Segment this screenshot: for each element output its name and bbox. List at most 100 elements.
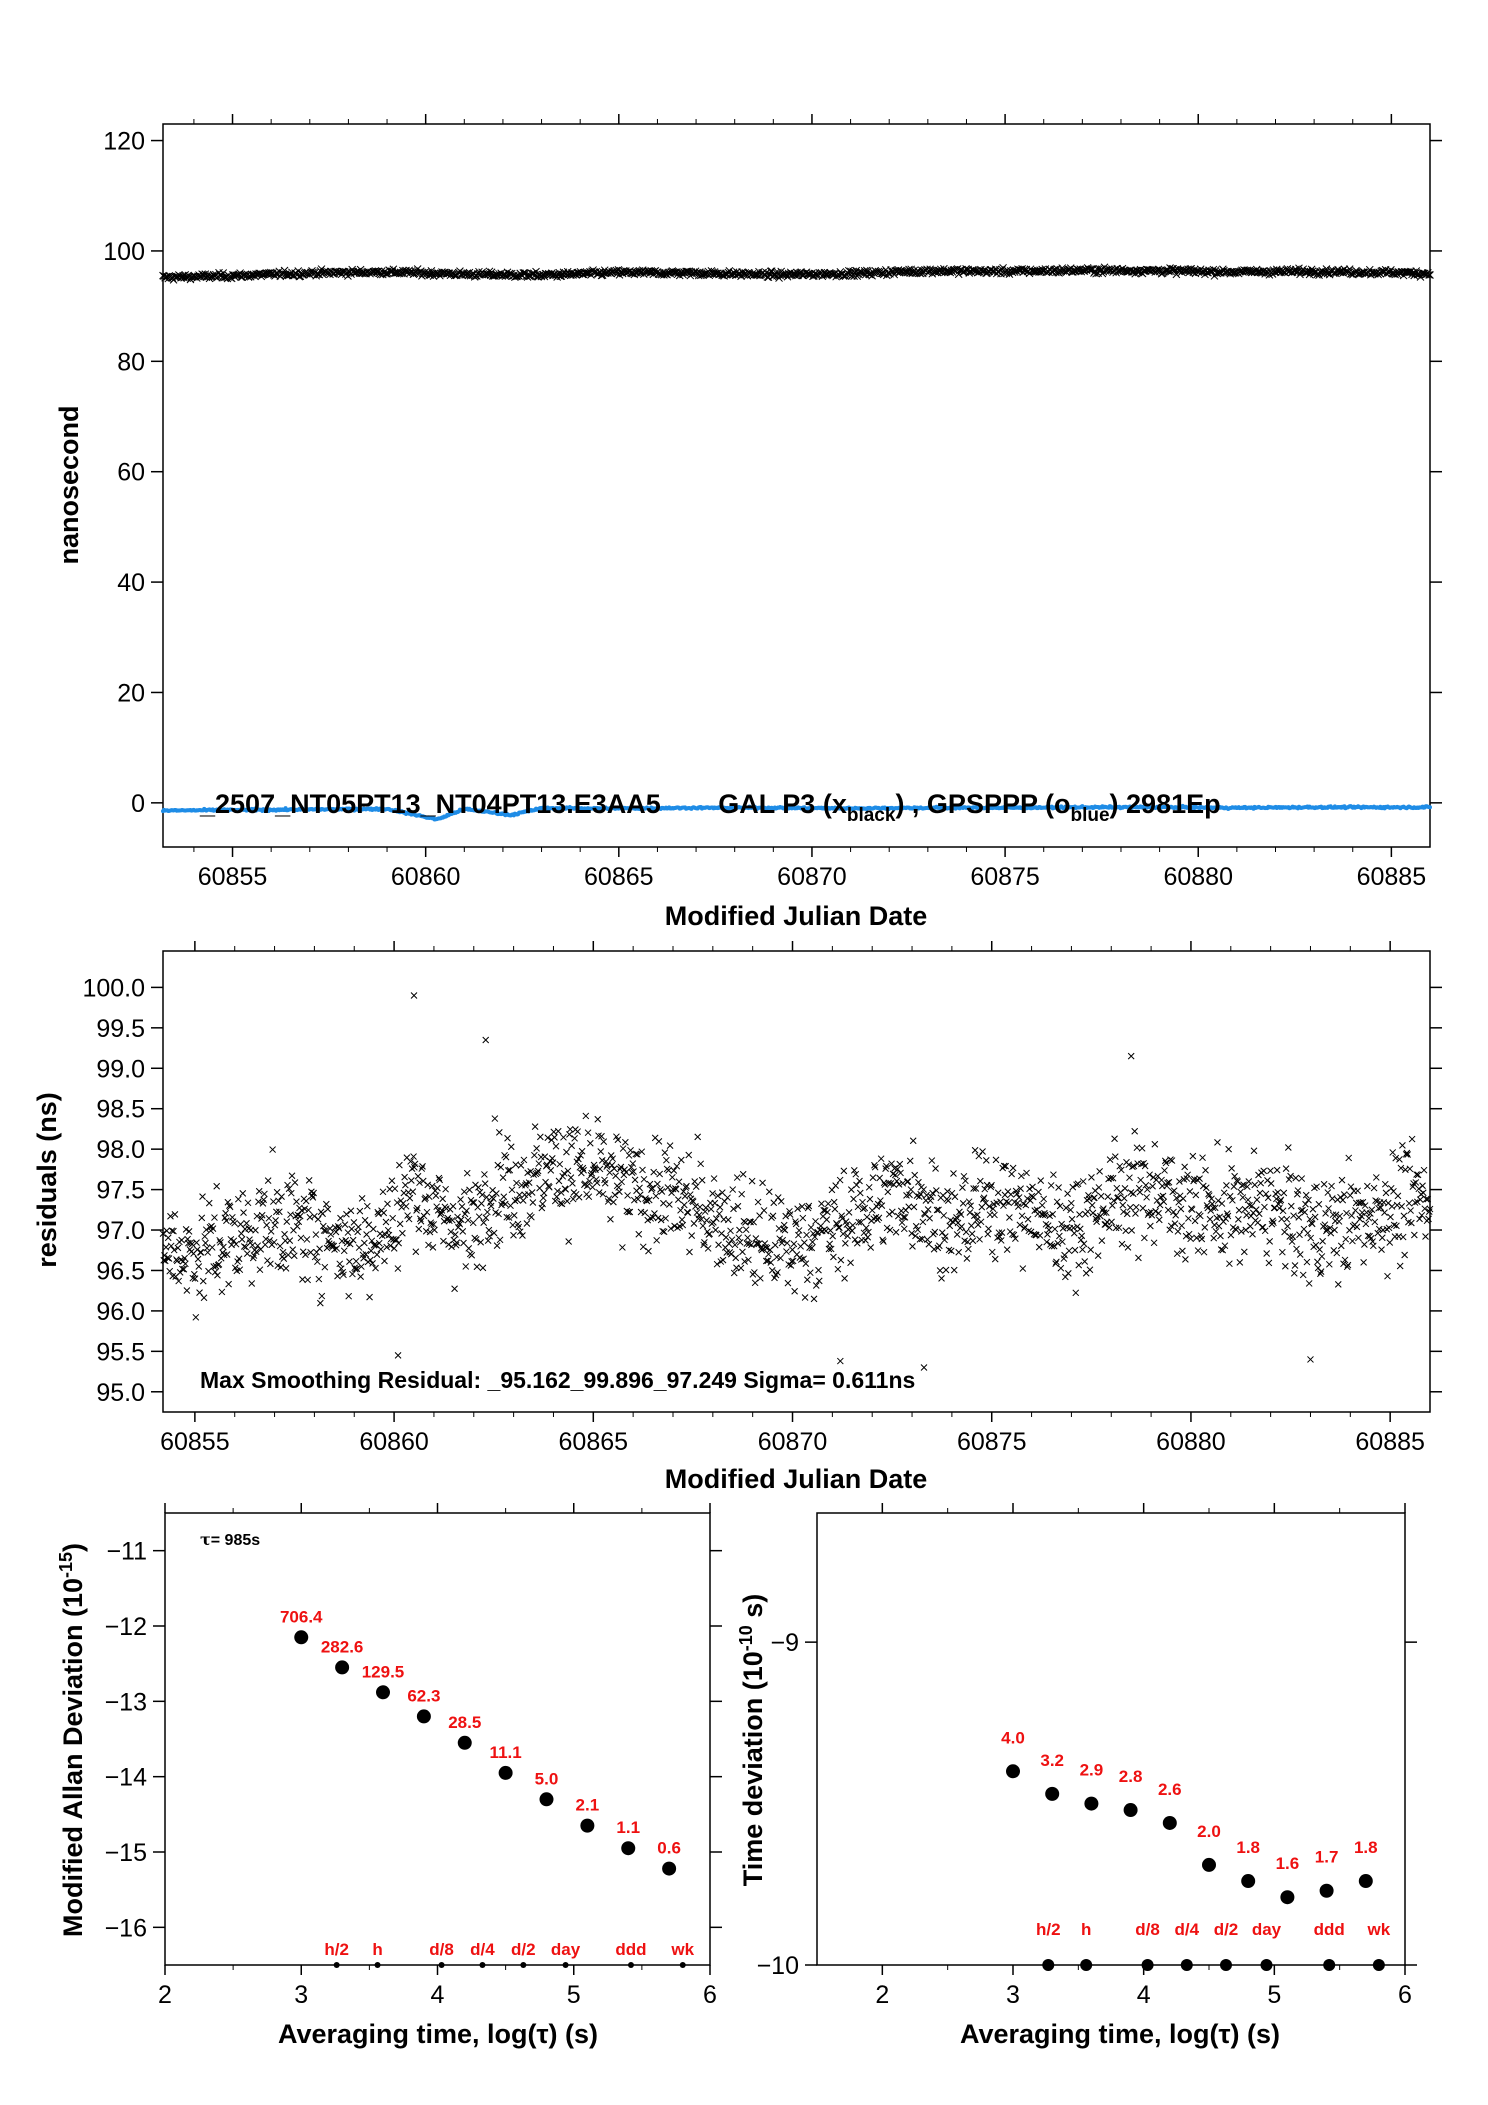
residual-point: [519, 1197, 527, 1204]
residual-point: [574, 1128, 581, 1135]
residual-point: [1245, 1178, 1253, 1185]
residual-point: [321, 1263, 329, 1271]
residual-point: [564, 1167, 572, 1175]
residual-point: [1096, 1168, 1103, 1175]
residual-point: [255, 1198, 262, 1206]
residual-point: [511, 1197, 519, 1205]
residual-point: [205, 1199, 213, 1207]
residual-point: [1108, 1202, 1116, 1209]
y-tick-label: −16: [105, 1914, 147, 1942]
residual-point: [439, 1195, 447, 1203]
x-tick-label: 60870: [758, 1428, 828, 1456]
deviation-point: [457, 1735, 472, 1750]
residual-point: [1057, 1264, 1065, 1272]
residual-point: [289, 1246, 297, 1253]
residual-point: [976, 1177, 984, 1185]
residual-point: [1211, 1221, 1218, 1229]
residual-point: [1161, 1167, 1168, 1174]
residual-point: [674, 1196, 682, 1203]
residual-point: [1017, 1172, 1025, 1180]
residual-point: [636, 1184, 643, 1192]
residual-point: [1393, 1201, 1401, 1209]
residual-point: [1370, 1184, 1378, 1192]
y-tick-label: −9: [770, 1629, 799, 1657]
residual-point: [951, 1193, 959, 1201]
residual-point: [1338, 1176, 1346, 1184]
residual-point: [1091, 1194, 1098, 1202]
residual-point: [1185, 1230, 1193, 1238]
residual-point: [1068, 1215, 1076, 1223]
residual-point: [1088, 1174, 1095, 1181]
y-tick-label: −14: [105, 1764, 148, 1792]
residual-point: [610, 1165, 618, 1172]
x-tick-label: 60865: [559, 1428, 629, 1456]
residual-point: [192, 1313, 200, 1321]
residual-point: [1114, 1194, 1122, 1201]
deviation-point: [1280, 1890, 1295, 1905]
residual-point: [499, 1174, 507, 1181]
residual-point: [985, 1225, 992, 1233]
deviation-point: [1358, 1874, 1373, 1889]
residual-point: [1036, 1232, 1044, 1239]
x-tick-label: 60880: [1156, 1428, 1226, 1456]
averaging-interval-label: d/2: [1214, 1920, 1239, 1939]
residual-point: [355, 1223, 362, 1231]
deviation-point-label: 11.1: [490, 1743, 522, 1762]
residual-point: [369, 1225, 377, 1233]
residual-point: [900, 1225, 908, 1233]
residual-point: [730, 1269, 738, 1277]
residual-point: [1035, 1188, 1042, 1196]
residual-point: [1006, 1214, 1013, 1221]
residual-point: [1139, 1204, 1147, 1212]
residual-point: [345, 1292, 353, 1300]
residual-outlier: [836, 1357, 844, 1365]
residual-point: [680, 1201, 688, 1209]
residual-point: [1418, 1211, 1426, 1219]
residual-point: [1070, 1229, 1078, 1237]
residual-point: [681, 1192, 689, 1200]
residual-point: [1384, 1272, 1391, 1280]
x-tick-label: 5: [1267, 1981, 1281, 2009]
deviation-point-label: 2.6: [1158, 1780, 1182, 1799]
residual-point: [748, 1241, 755, 1249]
averaging-interval-label: ddd: [615, 1940, 646, 1959]
residual-point: [809, 1238, 816, 1246]
residual-point: [994, 1189, 1002, 1197]
residual-point: [867, 1244, 875, 1251]
residual-point: [1292, 1174, 1300, 1182]
residual-point: [1296, 1231, 1303, 1239]
residual-point: [178, 1236, 185, 1244]
residual-point: [1313, 1183, 1321, 1191]
residual-point: [1278, 1215, 1285, 1223]
residual-point: [841, 1274, 848, 1282]
residual-point: [869, 1174, 877, 1182]
residual-point: [1371, 1218, 1379, 1226]
residual-point: [554, 1127, 562, 1135]
residual-point: [694, 1133, 702, 1141]
residual-point: [801, 1294, 809, 1301]
subscript-black: black: [847, 805, 896, 826]
residual-point: [267, 1260, 274, 1268]
y-tick-label: 120: [103, 128, 145, 156]
black-series-point: [660, 271, 668, 279]
residual-point: [622, 1138, 629, 1146]
averaging-interval-marker: [1080, 1959, 1093, 1971]
averaging-interval-marker: [1323, 1959, 1336, 1971]
residual-point: [407, 1177, 415, 1184]
residual-point: [1067, 1199, 1075, 1207]
residual-point: [1407, 1207, 1414, 1214]
residual-point: [1225, 1145, 1233, 1153]
deviation-point: [1162, 1815, 1177, 1830]
averaging-interval-marker: [1372, 1959, 1385, 1971]
residual-point: [795, 1227, 803, 1234]
black-series-point: [581, 269, 590, 278]
series-layer: [159, 992, 1434, 1371]
residual-point: [711, 1199, 719, 1207]
residual-point: [1318, 1253, 1326, 1260]
residual-point: [448, 1243, 455, 1251]
residual-point: [946, 1222, 954, 1230]
residual-point: [490, 1195, 497, 1203]
residual-point: [608, 1161, 616, 1169]
residual-point: [836, 1176, 844, 1184]
x-tick-label: 3: [1006, 1981, 1020, 2009]
